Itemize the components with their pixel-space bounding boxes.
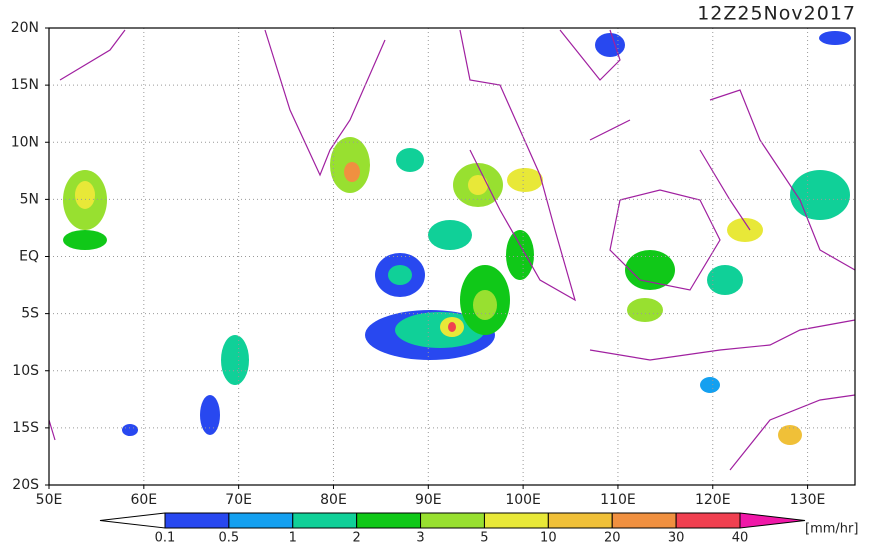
x-tick-label: 130E <box>790 492 826 508</box>
x-tick-label: 120E <box>695 492 731 508</box>
colorbar-segment <box>675 512 741 529</box>
x-tick-label: 50E <box>36 492 63 508</box>
colorbar-label: 1 <box>289 531 297 545</box>
y-tick-label: 10S <box>12 363 39 379</box>
y-tick-label: 5S <box>21 306 39 322</box>
x-tick-label: 90E <box>415 492 442 508</box>
y-tick-label: 5N <box>20 191 39 207</box>
colorbar-label: 5 <box>480 531 488 545</box>
colorbar-label: 30 <box>668 531 685 545</box>
colorbar-label: 0.1 <box>155 531 176 545</box>
colorbar-segment <box>483 512 549 529</box>
colorbar-label: 2 <box>353 531 361 545</box>
y-tick-label: 10N <box>11 134 39 150</box>
colorbar-label: 0.5 <box>219 531 240 545</box>
colorbar-below <box>99 512 166 529</box>
title: 12Z25Nov2017 <box>697 3 856 25</box>
y-tick-label: 20S <box>12 477 39 493</box>
colorbar-label: 10 <box>540 531 557 545</box>
x-tick-label: 70E <box>225 492 252 508</box>
colorbar-segment <box>292 512 358 529</box>
y-tick-label: 15N <box>11 77 39 93</box>
colorbar-segment <box>228 512 294 529</box>
colorbar-segment <box>547 512 613 529</box>
y-tick-label: 20N <box>11 20 39 36</box>
map-frame <box>48 27 856 486</box>
y-tick-label: EQ <box>19 249 39 265</box>
colorbar-segment <box>356 512 422 529</box>
y-tick-label: 15S <box>12 420 39 436</box>
colorbar-label: 40 <box>732 531 749 545</box>
coastlines <box>48 29 856 471</box>
precipitation-field <box>63 31 851 445</box>
colorbar-segment <box>611 512 677 529</box>
colorbar-label: 3 <box>416 531 424 545</box>
colorbar-label: 20 <box>604 531 621 545</box>
x-tick-label: 100E <box>505 492 541 508</box>
colorbar-segment <box>420 512 485 529</box>
x-tick-label: 60E <box>130 492 157 508</box>
colorbar-unit: [mm/hr] <box>805 522 858 537</box>
x-tick-label: 80E <box>320 492 347 508</box>
x-tick-label: 110E <box>600 492 636 508</box>
colorbar-above <box>739 512 806 529</box>
colorbar-segment <box>164 512 230 529</box>
